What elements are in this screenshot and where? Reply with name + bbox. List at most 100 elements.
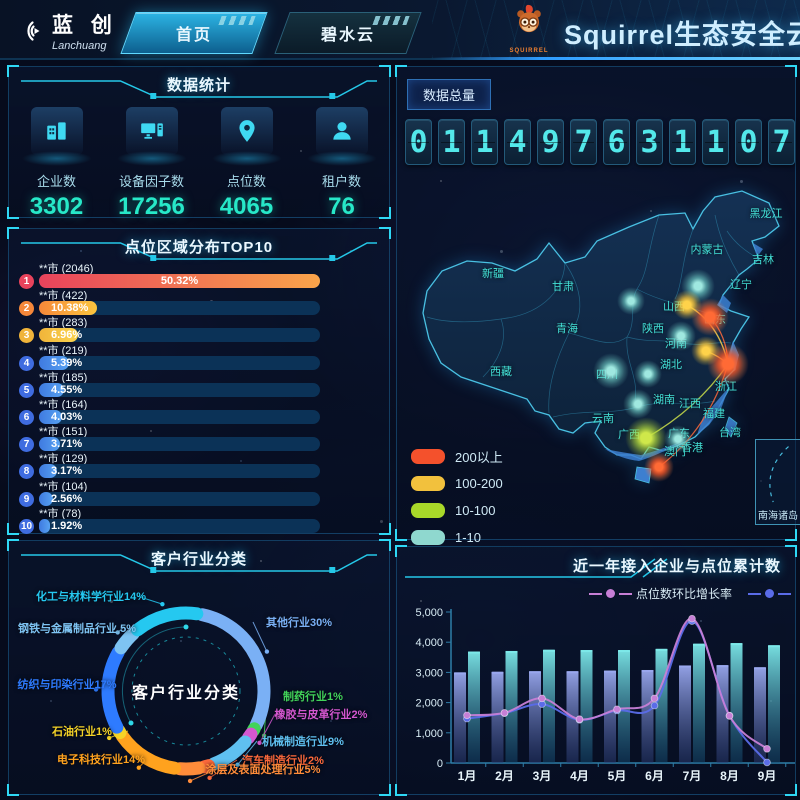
- top10-city-label: **市 (283): [39, 317, 88, 330]
- trend-bar[interactable]: [604, 670, 616, 763]
- donut-segment[interactable]: [207, 735, 252, 771]
- trend-line-point[interactable]: [725, 712, 734, 720]
- map-marker-teal[interactable]: [634, 360, 662, 388]
- trend-line-point[interactable]: [650, 694, 659, 703]
- mainland[interactable]: [422, 190, 780, 484]
- label-connector: [189, 768, 218, 782]
- trend-line-point[interactable]: [500, 709, 509, 717]
- trend-line-point[interactable]: [688, 614, 696, 623]
- top10-bar-fill[interactable]: [39, 464, 57, 479]
- map-marker-teal[interactable]: [593, 353, 629, 389]
- top10-row[interactable]: **市 (164) 6 4.03%: [9, 397, 389, 425]
- nav-tab-1[interactable]: 碧水云: [274, 12, 422, 54]
- top10-row[interactable]: **市 (283) 3 6.96%: [9, 315, 389, 344]
- connector-dot: [115, 630, 120, 635]
- top10-row[interactable]: **市 (219) 4 5.39%: [9, 343, 389, 371]
- top10-bar-fill[interactable]: [39, 409, 62, 424]
- nav-tab-0[interactable]: 首页: [120, 12, 268, 54]
- map-marker-red[interactable]: [644, 452, 674, 482]
- trend-line-point[interactable]: [650, 701, 659, 710]
- nav-tabs: 首页 碧水云: [120, 12, 422, 54]
- top10-row[interactable]: **市 (185) 5 4.55%: [9, 370, 389, 398]
- legend-label: 100-200: [455, 476, 503, 491]
- top10-bar-fill[interactable]: [39, 274, 320, 288]
- stat-label: 点位数: [226, 174, 266, 189]
- donut-segment[interactable]: [195, 608, 271, 732]
- china-map[interactable]: 新疆甘肃内蒙古黑龙江吉林辽宁山西山东陕西青海河南西藏四川湖北湖南江西浙江福建台湾…: [397, 171, 800, 541]
- map-marker-red[interactable]: [707, 343, 749, 385]
- trend-bar[interactable]: [768, 645, 780, 763]
- top10-percent-label: 4.03%: [51, 410, 83, 423]
- top10-bar-fill[interactable]: [39, 491, 54, 506]
- trend-legend-item[interactable]: [748, 589, 795, 598]
- map-marker-teal[interactable]: [664, 425, 692, 453]
- legend-swatch: [411, 449, 445, 464]
- trend-line-point[interactable]: [575, 715, 584, 724]
- trend-bar[interactable]: [641, 669, 654, 763]
- trend-line-point[interactable]: [763, 758, 771, 767]
- trend-bar[interactable]: [693, 643, 705, 763]
- x-tick-label: 8月: [720, 769, 739, 783]
- map-legend-item[interactable]: 10-100: [411, 497, 503, 524]
- trend-bar[interactable]: [529, 671, 541, 763]
- x-tick-label: 4月: [570, 769, 589, 783]
- donut-segment[interactable]: [115, 729, 182, 775]
- top10-bar-fill[interactable]: [39, 437, 60, 452]
- trend-bar[interactable]: [468, 651, 480, 763]
- top10-city-label: **市 (422): [39, 290, 88, 303]
- top10-bar-fill[interactable]: [39, 518, 50, 533]
- trend-bar[interactable]: [730, 643, 743, 763]
- top10-bar-fill[interactable]: [39, 382, 65, 397]
- top10-bar-fill[interactable]: [39, 328, 78, 343]
- top10-percent-label: 6.96%: [51, 329, 83, 342]
- map-legend-item[interactable]: 100-200: [411, 470, 503, 497]
- panel-yearly-trend: 近一年接入企业与点位累计数 点位数环比增长率 0 1,000 2,000 3,000 4…: [395, 545, 797, 796]
- top10-row[interactable]: **市 (422) 2 10.38%: [9, 288, 389, 317]
- trend-bar[interactable]: [754, 667, 766, 763]
- taiwan-island[interactable]: [724, 416, 738, 438]
- map-marker-red[interactable]: [691, 298, 729, 336]
- map-marker-teal[interactable]: [623, 389, 653, 419]
- trend-legend-item[interactable]: 点位数环比增长率: [588, 585, 732, 602]
- trend-bar-cap: [655, 648, 668, 651]
- top-header: 蓝 创 Lanchuang 首页 碧水云 SQUIRREL Squirrel生态安…: [0, 0, 800, 60]
- top10-percent-label: 10.38%: [51, 302, 89, 315]
- top10-row[interactable]: **市 (78) 10 1.92%: [9, 506, 389, 534]
- map-legend-item[interactable]: 1-10: [411, 524, 503, 551]
- top10-row[interactable]: **市 (151) 7 3.71%: [9, 424, 389, 453]
- top10-bar-fill[interactable]: [39, 355, 70, 370]
- rank-badge: 2: [19, 301, 34, 317]
- top10-row[interactable]: **市 (129) 8 3.17%: [9, 451, 389, 480]
- trend-line-point[interactable]: [763, 745, 771, 753]
- trend-chart[interactable]: 0 1,000 2,000 3,000 4,000 5,000 1月 2月 3月 4月 5月 6月 7月…: [399, 605, 795, 793]
- trend-bar[interactable]: [505, 650, 518, 763]
- trend-bar[interactable]: [454, 672, 466, 763]
- trend-bar-cap: [754, 667, 766, 670]
- donut-segment[interactable]: [101, 645, 125, 734]
- top10-row[interactable]: **市 (2046) 1 50.32%: [9, 261, 389, 289]
- industry-label: 钢铁与金属制品行业 5%: [18, 623, 136, 635]
- top10-percent-label: 50.32%: [160, 275, 199, 287]
- top10-row[interactable]: **市 (104) 9 2.56%: [9, 479, 389, 507]
- donut-segment[interactable]: [131, 606, 204, 637]
- x-tick-label: 1月: [458, 769, 477, 783]
- counter-digit: 4: [504, 119, 531, 165]
- trend-line-point[interactable]: [613, 705, 621, 714]
- donut-segment[interactable]: [173, 761, 206, 776]
- trend-bar[interactable]: [618, 650, 630, 763]
- trend-bar[interactable]: [679, 665, 691, 763]
- squirrel-mascot-icon: SQUIRREL: [506, 3, 552, 54]
- trend-bar[interactable]: [491, 671, 504, 763]
- map-legend-item[interactable]: 200以上: [411, 443, 503, 470]
- trend-bar-cap: [491, 671, 504, 674]
- top10-bar-fill[interactable]: [39, 301, 97, 316]
- panel-header: 客户行业分类: [9, 545, 389, 575]
- trend-line-point[interactable]: [538, 694, 546, 703]
- province-label: 青海: [556, 323, 578, 335]
- map-marker-teal[interactable]: [617, 287, 645, 315]
- top10-bar-track: [39, 437, 320, 452]
- trend-bar[interactable]: [580, 650, 593, 763]
- trend-line-point[interactable]: [463, 711, 471, 720]
